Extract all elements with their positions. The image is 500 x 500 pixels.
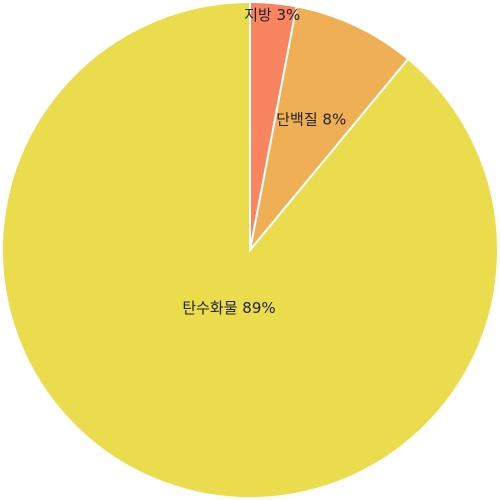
pie-slice-label-1: 탄수화물 89% xyxy=(182,299,275,317)
pie-labels: 탄수화물 89% 단백질 8% 지방 3% xyxy=(182,6,346,317)
pie-slice-label-3: 지방 3% xyxy=(244,6,300,24)
pie-slice-2 xyxy=(249,5,410,251)
pie-slice-label-2: 단백질 8% xyxy=(276,110,346,128)
pie-slice-3 xyxy=(249,0,298,251)
